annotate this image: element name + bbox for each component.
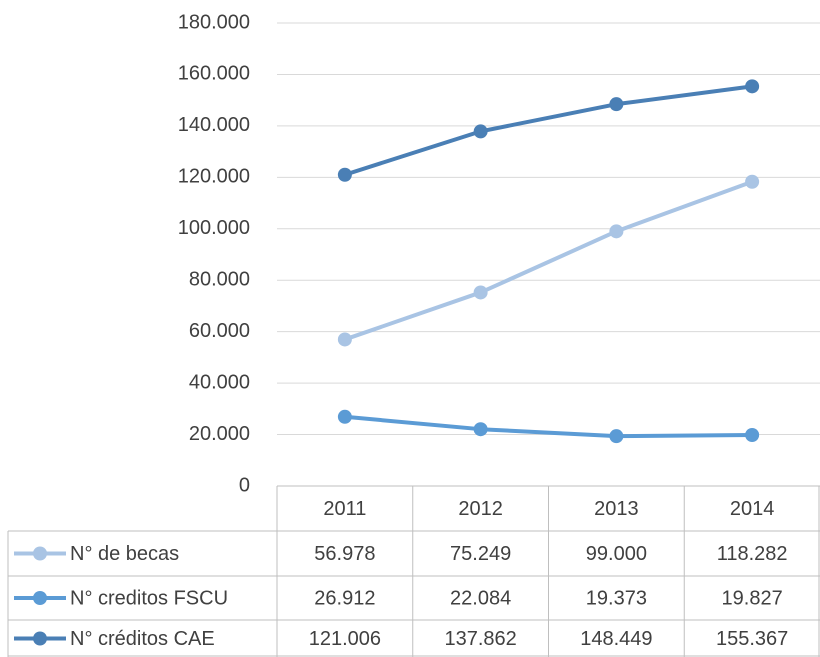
data-point: [473, 124, 488, 139]
data-point: [337, 167, 352, 182]
data-point: [609, 97, 624, 112]
y-tick-label: 20.000: [189, 423, 250, 445]
data-label: 26.912: [314, 587, 375, 609]
y-tick-label: 80.000: [189, 269, 250, 291]
x-tick-label: 2014: [730, 498, 775, 520]
y-tick-label: 140.000: [178, 114, 250, 136]
legend-marker: [33, 631, 47, 646]
data-point: [337, 332, 352, 347]
legend-marker: [33, 546, 47, 561]
legend-label: N° de becas: [70, 543, 179, 565]
data-label: 19.827: [722, 587, 783, 609]
series-line: [344, 84, 753, 177]
data-point: [745, 79, 760, 94]
x-tick-label: 2012: [458, 498, 503, 520]
data-label: 155.367: [716, 628, 788, 650]
data-label: 56.978: [314, 543, 375, 565]
series-line: [344, 414, 753, 439]
data-point: [745, 174, 760, 189]
legend-marker: [33, 591, 47, 605]
data-label: 75.249: [450, 543, 511, 565]
data-label: 19.373: [586, 587, 647, 609]
x-tick-label: 2013: [594, 498, 639, 520]
data-point: [337, 409, 352, 424]
x-tick-label: 2011: [323, 498, 366, 520]
data-label: 118.282: [717, 543, 788, 565]
data-label: 121.006: [309, 628, 381, 650]
legend-label: N° créditos CAE: [70, 628, 215, 650]
data-label: 99.000: [586, 543, 647, 565]
y-tick-label: 100.000: [178, 217, 250, 239]
data-label: 22.084: [450, 587, 511, 609]
y-tick-label: 180.000: [178, 11, 250, 33]
y-tick-label: 160.000: [178, 63, 250, 85]
y-tick-label: 40.000: [189, 371, 250, 393]
data-label: 148.449: [580, 628, 652, 650]
data-point: [609, 429, 624, 444]
data-label: 137.862: [444, 628, 516, 650]
y-tick-label: 60.000: [189, 320, 250, 342]
data-point: [745, 428, 760, 443]
data-point: [609, 224, 624, 239]
y-tick-label: 0: [239, 474, 250, 496]
legend-label: N° creditos FSCU: [70, 587, 228, 609]
series-line: [344, 179, 753, 342]
data-point: [473, 285, 488, 300]
y-tick-label: 120.000: [178, 166, 250, 188]
data-point: [473, 422, 488, 437]
